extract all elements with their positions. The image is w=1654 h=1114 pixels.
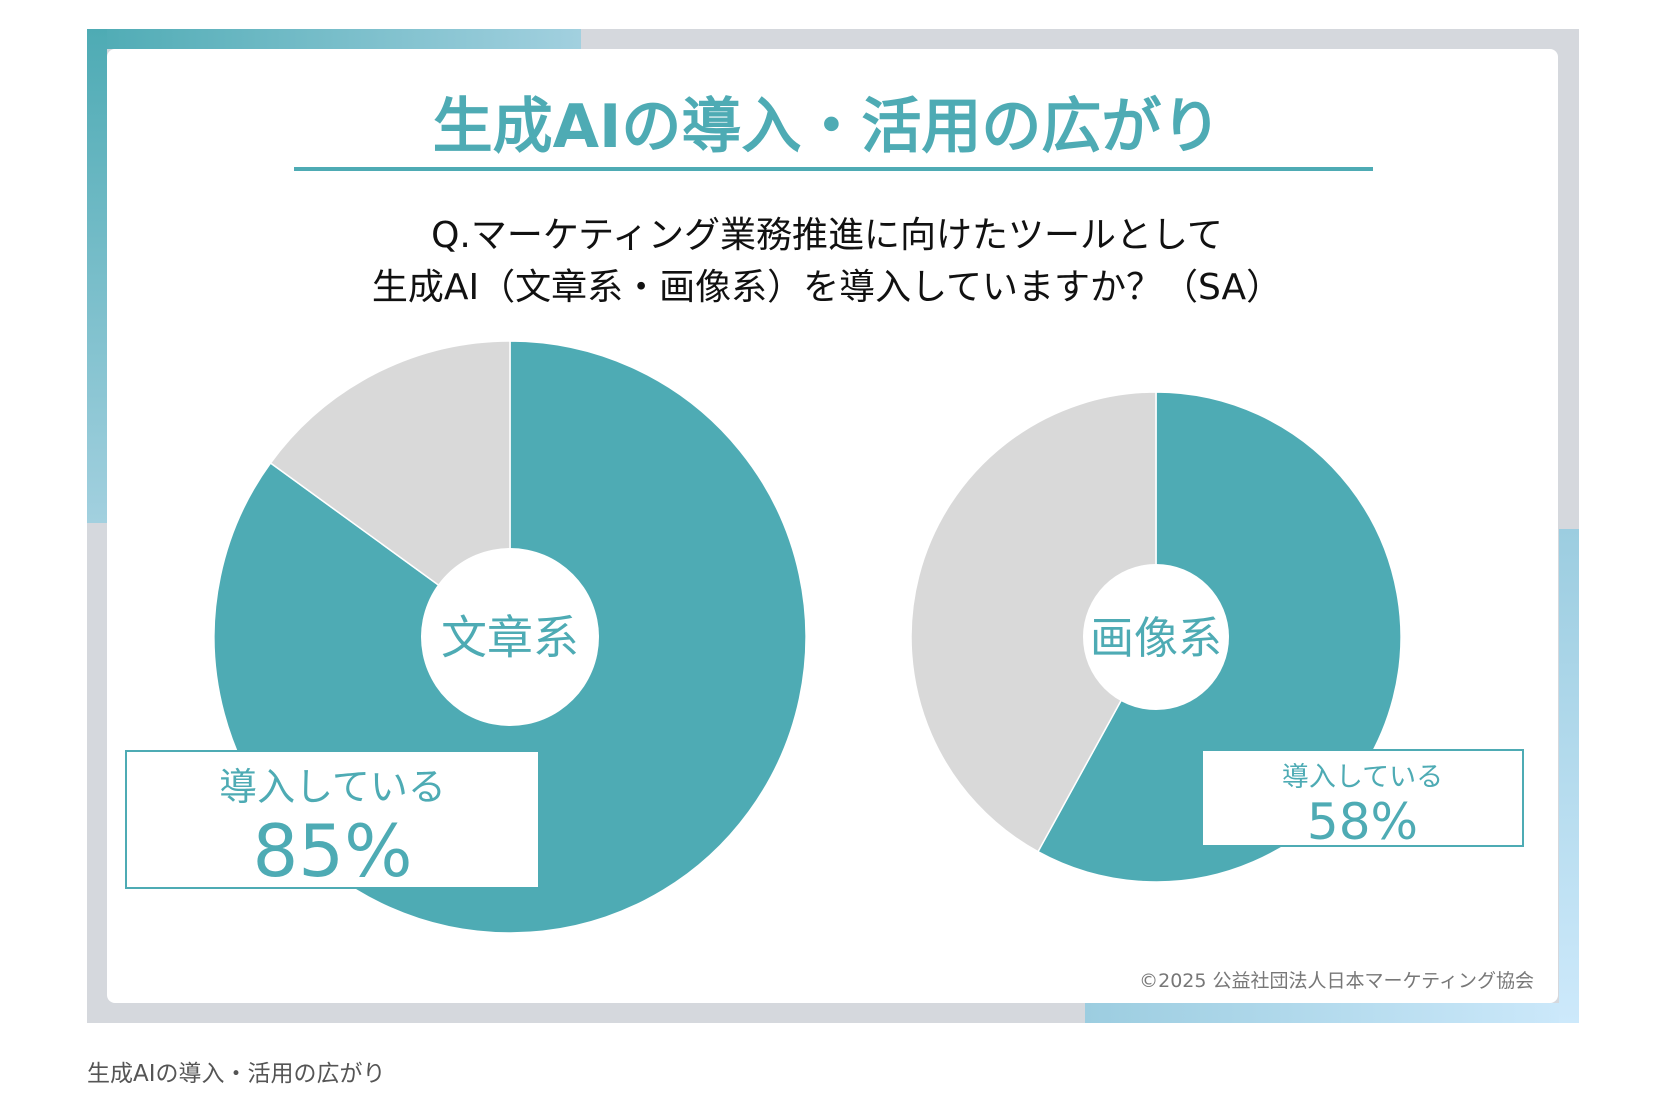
pie-center-label: 文章系 — [441, 611, 579, 665]
chart-title: 生成AIの導入・活用の広がり — [432, 92, 1222, 162]
data-label-box-image: 導入している 58% — [1201, 749, 1524, 851]
image-caption: 生成AIの導入・活用の広がり — [87, 1061, 386, 1087]
data-label-name: 導入している — [1281, 762, 1444, 793]
data-label-name: 導入している — [219, 765, 446, 809]
pie-hole — [1083, 564, 1229, 710]
frame-accent — [1559, 529, 1579, 1023]
pie-slice-other — [269, 340, 511, 639]
pie-center-label: 画像系 — [1090, 613, 1222, 664]
pie-slice-other — [910, 391, 1157, 853]
frame-accent — [1085, 1003, 1579, 1023]
title-underline — [294, 167, 1373, 171]
question-line-2: 生成AI（文章系・画像系）を導入していますか？（SA） — [371, 267, 1283, 308]
frame-accent — [87, 29, 107, 523]
pie-hole — [421, 548, 599, 726]
question-line-1: Q.マーケティング業務推進に向けたツールとして — [431, 215, 1223, 256]
data-label-value: 85% — [252, 809, 413, 893]
frame-accent — [87, 29, 581, 49]
data-label-box-text: 導入している 85% — [125, 750, 540, 893]
data-label-value: 58% — [1306, 793, 1419, 851]
copyright: ©2025 公益社団法人日本マーケティング協会 — [1139, 970, 1534, 992]
